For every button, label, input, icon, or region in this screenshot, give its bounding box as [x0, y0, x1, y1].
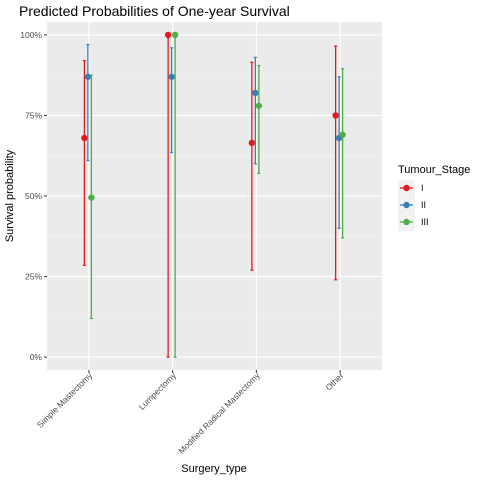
data-point: [248, 139, 256, 147]
data-point: [332, 112, 339, 119]
x-tick-label: Lumpectomy: [137, 370, 179, 412]
data-point: [339, 131, 346, 138]
data-point: [164, 31, 172, 39]
x-axis-title: Surgery_type: [181, 463, 246, 475]
y-tick-label: 75%: [25, 110, 42, 120]
legend-key-point: [403, 184, 410, 192]
legend-label: I: [421, 183, 424, 193]
x-tick-label: Modified Radical Mastectomy: [176, 370, 262, 456]
legend-label: II: [421, 200, 426, 210]
y-tick-label: 100%: [20, 30, 42, 40]
legend-title: Tumour_Stage: [398, 164, 470, 176]
data-point: [84, 73, 92, 80]
y-tick-label: 0%: [30, 352, 43, 362]
legend-key-point: [403, 201, 410, 209]
chart-title: Predicted Probabilities of One-year Surv…: [19, 3, 290, 19]
data-point: [81, 134, 88, 142]
y-tick-label: 50%: [25, 191, 42, 201]
x-tick-label: Simple Mastectomy: [35, 370, 95, 430]
data-point: [255, 102, 263, 109]
data-point: [88, 194, 95, 201]
data-point: [252, 89, 259, 97]
data-point: [168, 73, 175, 80]
y-tick-label: 25%: [25, 272, 42, 282]
y-axis: 0% 25% 50% 75% 100%: [20, 30, 47, 362]
data-point: [171, 31, 179, 39]
x-tick-label: Other: [323, 370, 345, 392]
legend-key-point: [403, 218, 410, 226]
legend-label: III: [421, 217, 429, 227]
data-marks: [81, 31, 346, 358]
y-axis-title: Survival probability: [4, 149, 16, 242]
